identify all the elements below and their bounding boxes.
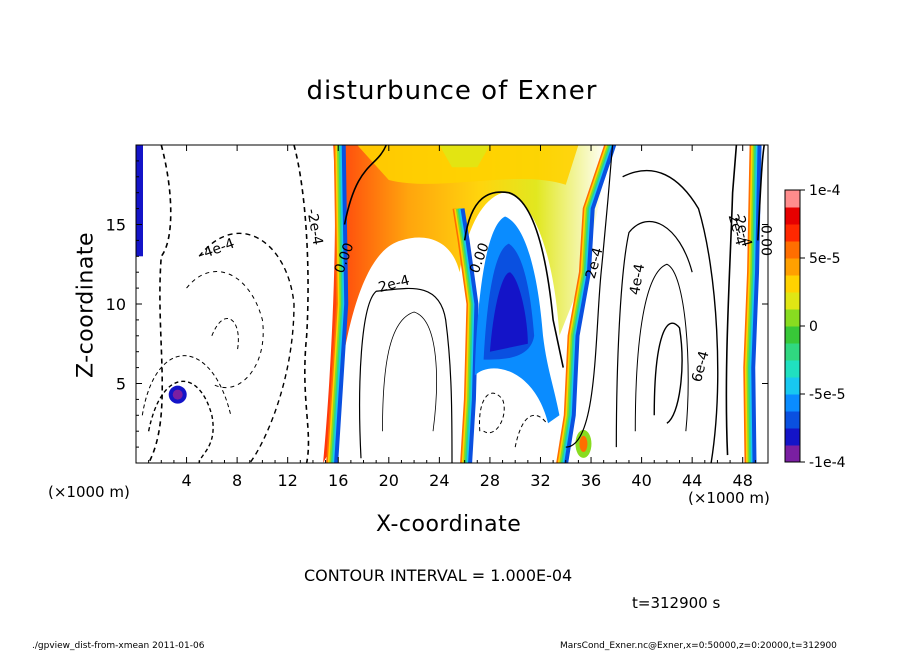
colorbar-tick-label: -1e-4 [809, 455, 846, 471]
colorbar-swatch [785, 190, 800, 208]
colorbar-swatch [785, 224, 800, 242]
contour-line [615, 221, 693, 448]
colorbar-swatch [785, 445, 800, 463]
contour-line [565, 144, 614, 448]
colorbar-swatch [785, 428, 800, 446]
colorbar-swatch [785, 360, 800, 378]
contour-line [463, 191, 565, 368]
colorbar-tick-label: 0 [809, 319, 818, 335]
x-tick-label: 12 [278, 471, 298, 490]
negative-core-inner [489, 272, 528, 352]
colorbar-tick-label: 1e-4 [809, 183, 841, 199]
colorbar-tick-label: -5e-5 [809, 387, 846, 403]
colorbar-swatch [785, 411, 800, 429]
contour-line [382, 311, 437, 432]
y-axis-label: Z-coordinate [73, 232, 99, 378]
contour-line [757, 144, 765, 241]
z-unit-label: (×1000 m) [48, 483, 130, 501]
x-tick-label: 16 [328, 471, 348, 490]
left-edge-negative [136, 145, 143, 257]
contour-label: 0.00 [758, 225, 774, 256]
contour-label: 2e-4 [725, 213, 749, 248]
colorbar-swatch [785, 377, 800, 395]
x-tick-label: 4 [181, 471, 191, 490]
colorbar-swatch [785, 292, 800, 310]
x-tick-label: 40 [631, 471, 651, 490]
warm-spot-core [579, 435, 588, 452]
contour-line [479, 392, 505, 434]
contour-line [198, 232, 295, 464]
contour-line [622, 169, 719, 464]
time-label: t=312900 s [632, 594, 721, 612]
warm-band [323, 145, 608, 463]
colorbar-swatch [785, 258, 800, 276]
y-tick-label: 10 [106, 295, 126, 314]
x-tick-label: 28 [480, 471, 500, 490]
contour-label: 2e-4 [731, 214, 755, 249]
colorbar-swatch [785, 275, 800, 293]
contour-line [147, 144, 172, 464]
footer-right: MarsCond_Exner.nc@Exner,x=0:50000,z=0:20… [560, 641, 837, 651]
contour-label: 6e-4 [689, 349, 713, 384]
x-tick-label: 24 [429, 471, 449, 490]
contour-line [359, 287, 453, 464]
contour-line [653, 322, 683, 424]
contour-line [141, 355, 232, 416]
contour-label: -2e-4 [303, 208, 325, 247]
column-c-band-5 [564, 144, 617, 464]
x-tick-label: 20 [379, 471, 399, 490]
contour-label: 2e-4 [377, 272, 412, 296]
contour-label: 2e-4 [583, 246, 607, 281]
x-unit-label: (×1000 m) [688, 489, 770, 507]
contour-line [293, 144, 310, 464]
contour-line [343, 144, 388, 225]
colorbar-swatch [785, 207, 800, 225]
contour-line [725, 144, 738, 456]
y-tick-label: 5 [116, 375, 126, 394]
colorbar-swatch [785, 241, 800, 259]
contour-line [514, 414, 548, 448]
colorbar-swatch [785, 326, 800, 344]
contour-interval-label: CONTOUR INTERVAL = 1.000E-04 [304, 566, 573, 585]
footer-left: ./gpview_dist-from-xmean 2011-01-06 [32, 641, 205, 651]
colorbar-swatch [785, 394, 800, 412]
x-tick-label: 48 [733, 471, 753, 490]
x-tick-label: 32 [530, 471, 550, 490]
x-axis-label: X-coordinate [376, 512, 522, 537]
chart-title: disturbunce of Exner [306, 76, 598, 106]
x-tick-label: 36 [581, 471, 601, 490]
negative-blob-core [172, 389, 183, 400]
contour-line [186, 271, 264, 389]
contour-line [634, 263, 689, 432]
contour-label: 4e-4 [627, 262, 648, 296]
colorbar-swatch [785, 309, 800, 327]
y-tick-label: 15 [106, 216, 126, 235]
column-d-band-5 [751, 144, 762, 464]
warm-band-1 [439, 145, 490, 168]
contour-label: -4e-4 [197, 236, 237, 264]
contour-line [211, 318, 239, 352]
x-tick-label: 8 [232, 471, 242, 490]
contour-line [147, 380, 214, 464]
x-tick-label: 44 [682, 471, 702, 490]
colorbar-swatch [785, 343, 800, 361]
column-a-band-5 [334, 144, 349, 464]
colorbar-tick-label: 5e-5 [809, 251, 840, 267]
